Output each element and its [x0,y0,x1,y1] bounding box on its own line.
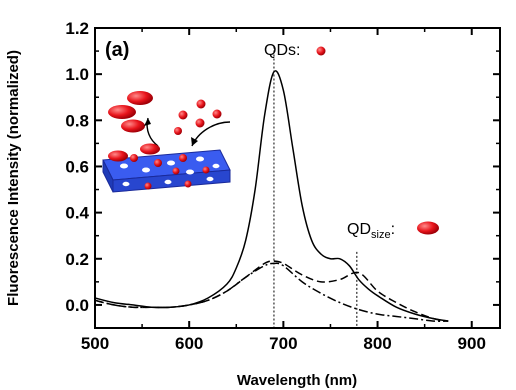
embedded-qd [154,159,162,167]
y-axis-title: Fluorescence Intensity (normalized) [5,50,22,306]
qd-small-marker [316,46,326,56]
floating-qd [195,118,205,128]
reference-lines [273,46,358,328]
pore [142,167,150,173]
spectrum-solid-line [94,70,449,322]
x-tick-label: 700 [269,334,297,353]
pore [164,179,172,185]
y-tick-label: 0.4 [65,204,89,223]
qds-annotation: QDs: [264,42,300,59]
plot-frame [94,27,501,329]
qd-size-main: QD [347,221,371,238]
schematic-illustration [102,91,231,193]
embedded-qd-large [140,143,160,155]
floating-qd [174,127,182,135]
floating-qd [127,91,153,105]
embedded-qd [202,166,210,174]
pore [122,181,130,187]
arrowhead [144,118,151,126]
arrowhead [191,137,198,146]
floating-qd [108,105,136,119]
y-tick-label: 0.2 [65,250,89,269]
x-tick-label: 900 [458,334,486,353]
panel-label: (a) [105,39,129,61]
x-tick-labels: 500 600 700 800 900 [81,334,486,353]
embedded-qd-large [108,150,128,162]
pore [167,160,175,166]
y-tick-label: 0.8 [65,111,89,130]
qd-large-marker [417,221,439,235]
floating-qd [196,99,206,109]
y-tick-label: 1.2 [65,19,89,38]
pore [120,163,128,169]
x-axis-title: Wavelength (nm) [237,372,357,389]
spectrum-dashed-line [94,260,449,322]
y-tick-label: 0.6 [65,157,89,176]
embedded-qd [144,182,152,190]
embedded-qd [172,167,180,175]
qd-size-subscript: size [371,229,391,241]
y-tick-labels: 0.0 0.2 0.4 0.6 0.8 1.0 1.2 [65,19,89,315]
pore [186,169,194,175]
x-tick-label: 500 [81,334,109,353]
pore [212,163,220,169]
y-tick-label: 0.0 [65,296,89,315]
spectrum-dash-dot-line [94,262,449,322]
x-tick-label: 800 [363,334,391,353]
floating-qd [212,109,222,119]
pore [196,156,204,162]
pore [206,176,214,182]
embedded-qd [179,154,187,162]
qd-size-colon: : [391,221,395,238]
y-tick-label: 1.0 [65,65,89,84]
axis-ticks [94,27,500,328]
qd-size-annotation: QDsize: [347,221,395,241]
embedded-qd [184,180,192,188]
spectra-curves [94,70,449,322]
floating-qd [178,110,188,120]
x-tick-label: 600 [175,334,203,353]
embedded-qd [130,154,138,162]
floating-qd [121,119,145,133]
